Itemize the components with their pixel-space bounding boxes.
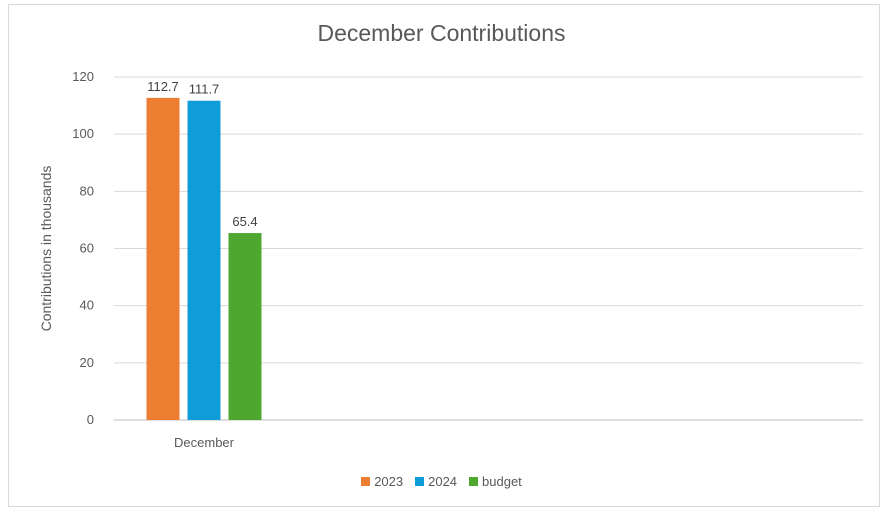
legend-item: 2023 [361,474,403,489]
y-tick-label: 40 [80,298,94,313]
data-label: 65.4 [232,214,257,229]
legend-swatch [415,477,425,486]
y-tick-label: 120 [72,69,94,84]
y-axis-label: Contributions in thousands [38,166,54,332]
x-tick-label: December [174,435,235,450]
bar-2023 [146,97,180,420]
y-tick-label: 0 [87,412,94,427]
bar-budget [228,233,262,420]
y-tick-label: 100 [72,126,94,141]
legend-label: 2024 [428,474,458,489]
chart-title: December Contributions [317,20,566,46]
y-tick-label: 80 [80,183,94,198]
chart-legend: 2023 2024 budget [0,474,883,489]
legend-swatch [361,477,371,486]
legend-swatch [469,477,479,486]
y-tick-label: 20 [80,355,94,370]
legend-label: 2023 [374,474,404,489]
y-tick-label: 60 [80,241,94,256]
legend-item: budget [469,474,522,489]
bar-2024 [187,100,221,420]
data-label: 111.7 [189,82,220,97]
data-label: 112.7 [147,79,179,94]
legend-label: budget [482,474,522,489]
legend-item: 2024 [415,474,457,489]
